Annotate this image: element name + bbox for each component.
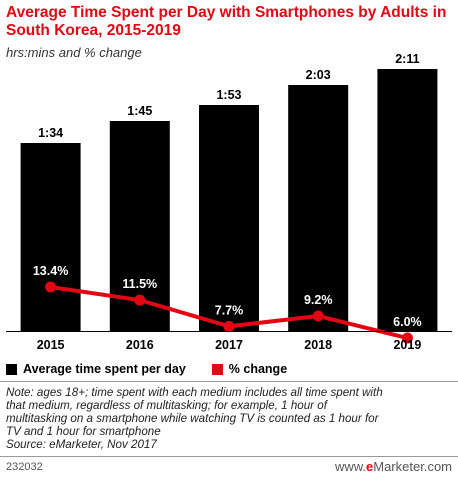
footnote: Note: ages 18+; time spent with each med… [6, 386, 452, 451]
chart-id: 232032 [6, 461, 43, 473]
bar-value-label: 2:03 [306, 68, 331, 82]
legend-label-line: % change [228, 362, 288, 376]
bar-2017 [199, 105, 259, 331]
note-line-4: TV and 1 hour for smartphone [6, 425, 161, 438]
bar-value-label: 1:45 [127, 104, 152, 118]
source-line: Source: eMarketer, Nov 2017 [6, 438, 157, 451]
note-line-2: that medium, regardless of multitasking;… [6, 399, 327, 412]
divider-top [0, 381, 458, 382]
bar-value-label: 1:53 [216, 88, 241, 102]
legend-swatch-bars [6, 363, 17, 375]
line-value-label: 7.7% [215, 303, 244, 317]
legend-label-bars: Average time spent per day [23, 362, 186, 376]
bar-2018 [288, 85, 349, 331]
x-tick-label: 2018 [304, 338, 332, 352]
line-point-2017 [223, 320, 235, 332]
line-point-2018 [312, 310, 324, 322]
legend-item-bars: Average time spent per day [6, 362, 186, 376]
line-point-2019 [401, 332, 413, 344]
line-value-label: 6.0% [393, 315, 422, 329]
line-point-2016 [134, 294, 146, 306]
x-tick-label: 2019 [393, 338, 421, 352]
line-point-2015 [45, 281, 57, 293]
bar-value-label: 1:34 [38, 126, 63, 140]
chart-title: Average Time Spent per Day with Smartpho… [6, 4, 447, 39]
x-tick-label: 2015 [37, 338, 65, 352]
legend-item-line: % change [211, 362, 288, 376]
note-line-1: Note: ages 18+; time spent with each med… [6, 386, 383, 399]
chart-canvas: 1:34 1:45 1:53 2:03 2:11 13.4% 11.5% 7.7% 9.2% 6.… [6, 52, 452, 352]
line-value-label: 11.5% [122, 277, 157, 291]
x-tick-label: 2016 [126, 338, 154, 352]
x-tick-label: 2017 [215, 338, 243, 352]
bar-2019 [377, 69, 438, 331]
legend: Average time spent per day % change [6, 362, 313, 376]
line-value-label: 9.2% [304, 293, 333, 307]
divider-bottom [0, 456, 458, 457]
line-value-label: 13.4% [33, 264, 68, 278]
bar-2015 [20, 143, 81, 331]
chart-subtitle: hrs:mins and % change [6, 45, 142, 60]
emarketer-logo[interactable]: www.eMarketer.com [334, 459, 452, 474]
note-line-3: multitasking on a smartphone while watch… [6, 412, 379, 425]
bar-value-label: 2:11 [395, 52, 419, 66]
legend-swatch-line [211, 363, 223, 375]
